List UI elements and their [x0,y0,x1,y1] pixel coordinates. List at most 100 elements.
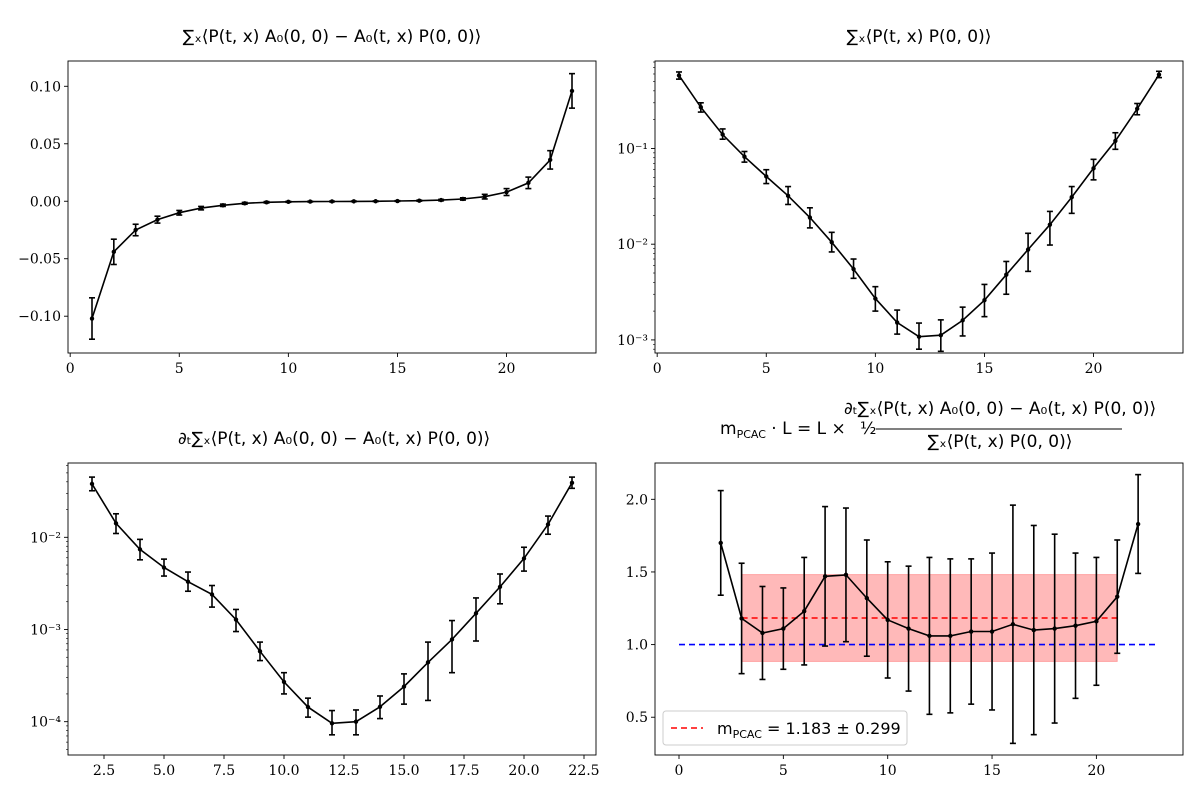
title-denominator: ∑ₓ⟨P(t, x) P(0, 0)⟩ [928,432,1073,452]
data-point [760,630,765,636]
y-tick-label: 10⁻¹ [617,141,648,157]
data-point [989,629,995,634]
y-tick-label: 2.0 [626,492,648,508]
data-point [742,154,747,159]
data-point [373,199,378,204]
x-tick-label: 5 [762,361,771,377]
data-point [417,198,422,203]
data-point [764,174,769,179]
panel-top-right-title: ∑ₓ⟨P(t, x) P(0, 0)⟩ [847,27,992,47]
data-point [843,572,849,578]
data-point [329,199,335,204]
data-point [829,239,834,245]
data-point [547,157,553,163]
legend: mPCAC = 1.183 ± 0.299 [662,710,908,746]
axes-frame [67,60,597,354]
legend-box [662,710,908,746]
data-point [968,629,974,634]
data-point [497,584,503,590]
axes-frame [654,60,1184,354]
panel-bottom-left-title: ∂ₜ∑ₓ⟨P(t, x) A₀(0, 0) − A₀(t, x) P(0, 0)… [178,429,490,449]
data-point [305,704,311,710]
data-point [351,199,357,204]
x-tick-label: 20.0 [508,763,539,779]
x-tick-label: 10 [866,361,884,377]
x-tick-label: 15 [983,763,1001,779]
data-point [133,227,138,233]
panel-top-right-plot: 0 5 10 15 20 10⁻³ 10⁻² 10⁻¹ [617,60,1184,377]
data-point [395,198,400,204]
panel-bottom-right-title: mPCAC · L = L × ½ ∂ₜ∑ₓ⟨P(t, x) A₀(0, 0) … [720,399,1156,452]
error-bar [449,619,455,674]
data-point [1073,623,1078,628]
y-tick-label: 0.00 [30,194,61,210]
data-point [822,574,828,579]
error-bar [1046,210,1053,246]
data-point [1052,626,1057,631]
data-point [873,296,878,301]
x-tick-label: 12.5 [328,763,359,779]
error-bar [1025,232,1032,273]
x-tick-label: 15 [976,361,994,377]
data-point [89,316,95,321]
error-bar [473,597,479,642]
data-point [938,333,944,338]
data-point [718,540,723,546]
panel-bottom-right: mPCAC · L = L × ½ ∂ₜ∑ₓ⟨P(t, x) A₀(0, 0) … [626,399,1184,779]
data-point [1004,272,1009,277]
data-point [960,318,965,323]
panel-bottom-right-plot: 0 5 10 15 20 0.5 1.0 1.5 2.0 mPCAC = 1.183 ± 0.29… [626,462,1184,779]
x-tick-label: 5 [779,763,788,779]
y-tick-label: −0.05 [18,252,61,268]
data-point [1135,521,1141,527]
x-tick-label: 5 [175,361,184,377]
panel-bottom-left: ∂ₜ∑ₓ⟨P(t, x) A₀(0, 0) − A₀(t, x) P(0, 0)… [30,429,599,779]
data-point [1025,247,1031,252]
data-point [894,320,900,325]
panel-top-left-title: ∑ₓ⟨P(t, x) A₀(0, 0) − A₀(t, x) P(0, 0)⟩ [183,27,482,47]
y-tick-label: −0.10 [18,309,61,325]
data-point [521,556,527,561]
data-point [1091,166,1096,171]
x-tick-label: 20 [498,361,516,377]
data-point [438,197,444,203]
data-point [851,266,856,272]
data-point [720,132,725,137]
data-point [185,579,191,584]
data-point [281,679,287,685]
x-tick-label: 0 [653,361,662,377]
data-point [1134,106,1140,111]
data-point [89,481,95,487]
data-point [155,217,160,222]
data-point [526,180,531,186]
x-tick-label: 15 [389,361,407,377]
series-line [91,90,573,319]
data-point [198,205,204,211]
y-tick-label: 0.05 [30,137,61,153]
data-point [1156,72,1162,77]
x-tick-label: 0 [675,763,684,779]
x-tick-label: 10.0 [268,763,299,779]
x-tick-label: 10 [879,763,897,779]
y-tick-label: 1.5 [626,565,648,581]
data-point [864,595,870,601]
data-point [1094,619,1099,624]
y-tick-label: 0.10 [30,79,61,95]
data-point [569,88,575,94]
data-point [353,719,359,724]
y-tick-label: 10⁻⁴ [30,715,61,731]
data-point [569,480,575,486]
data-point [1115,594,1120,599]
data-point [1047,222,1053,227]
data-point [916,334,922,339]
data-point [1069,194,1074,200]
error-bar [1068,185,1075,215]
data-point [781,626,786,631]
data-point [504,189,509,195]
y-tick-label: 10⁻² [617,237,648,253]
error-bar [1003,260,1010,296]
data-point [329,721,335,726]
data-point [545,522,551,527]
y-tick-label: 10⁻³ [617,333,648,349]
